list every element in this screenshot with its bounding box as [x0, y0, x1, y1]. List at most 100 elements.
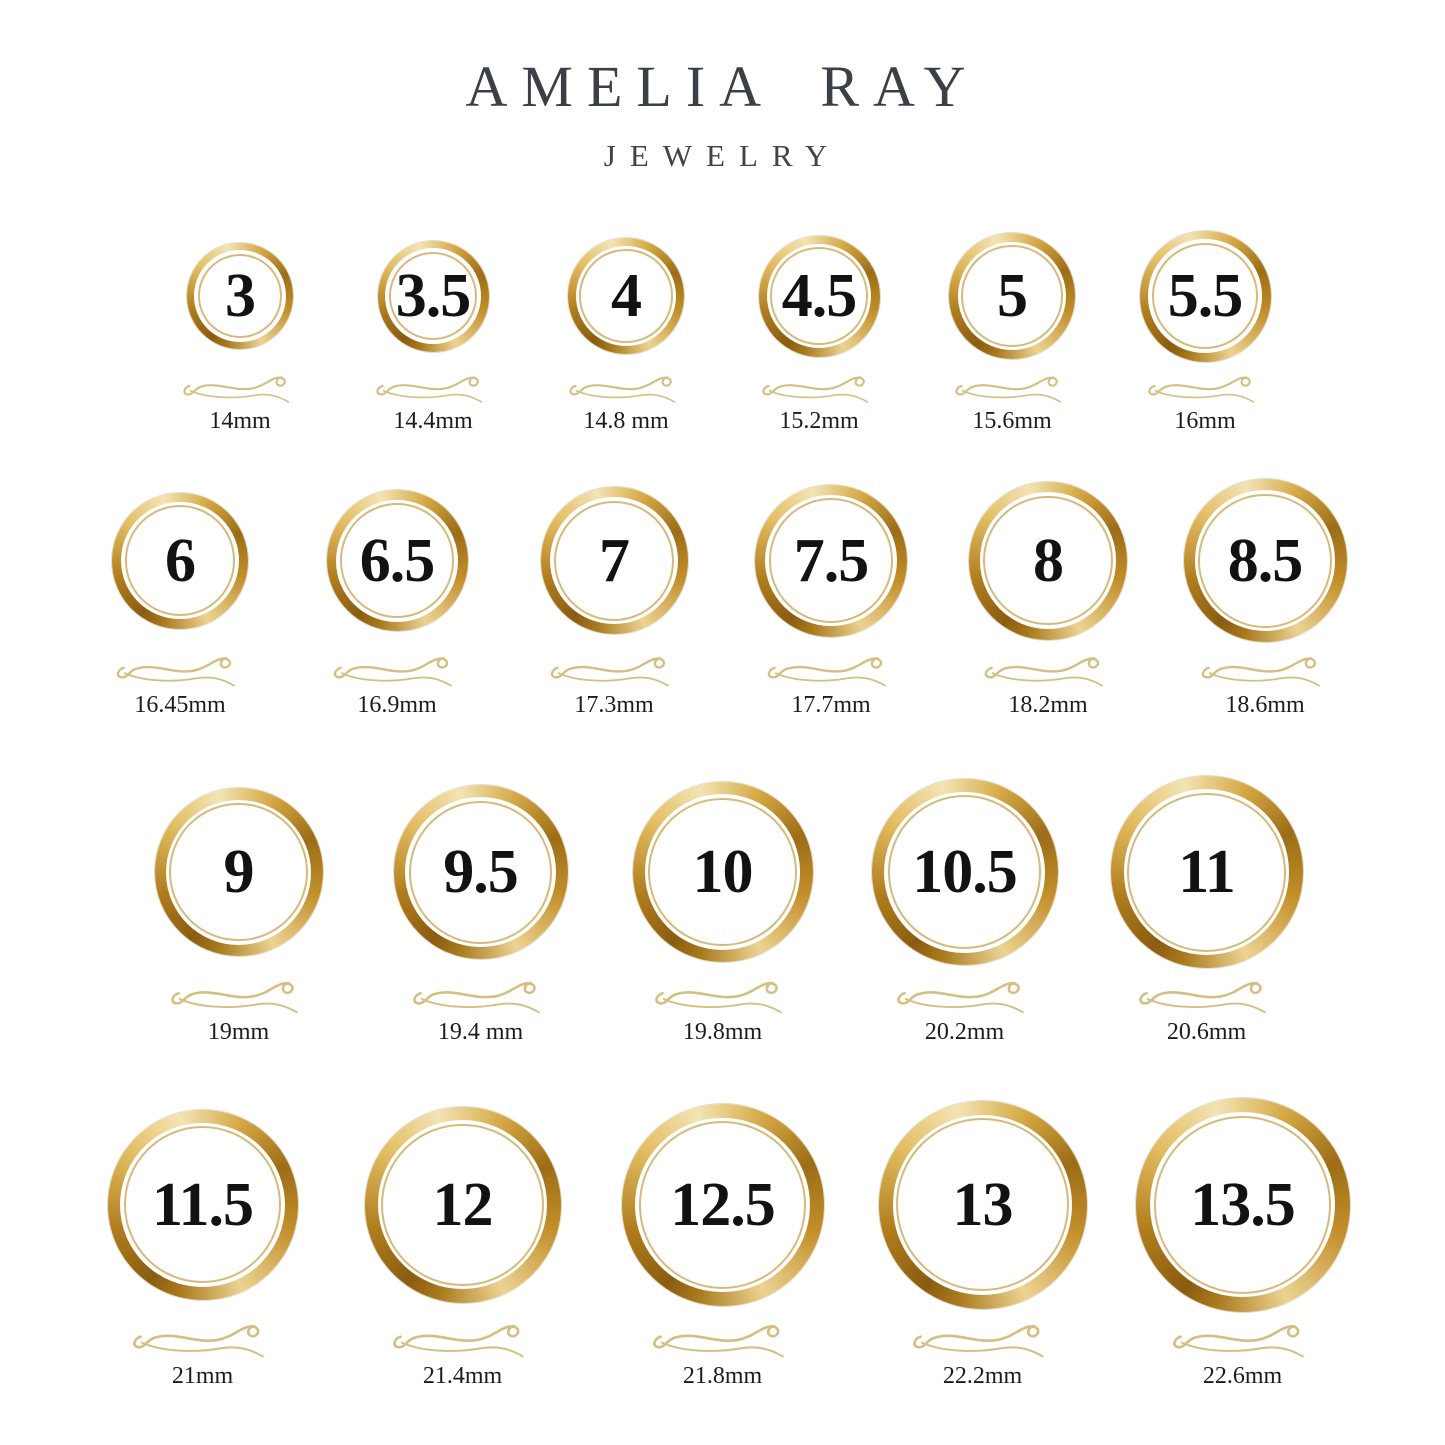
flourish-swash-icon: [1172, 1324, 1304, 1358]
ring-area: 12: [364, 1097, 561, 1313]
ring-area: 3: [187, 226, 293, 366]
ring-size-number: 4: [611, 262, 642, 330]
flourish-swash-icon: [412, 981, 540, 1014]
ring-size-cell: 3.5 14.4mm: [337, 226, 530, 436]
brand-subtitle: JEWELRY: [603, 138, 842, 173]
gold-ring-image: 13.5: [1135, 1097, 1350, 1312]
ring-size-number: 7: [599, 526, 630, 595]
ring-diameter-label: 15.6mm: [972, 408, 1052, 434]
flourish-swash-icon: [569, 376, 676, 403]
gold-ring-image: 4: [568, 238, 684, 354]
gold-ring-image: 8.5: [1183, 479, 1347, 643]
ring-area: 10.5: [871, 774, 1058, 970]
gold-ring-image: 6: [112, 492, 248, 629]
ring-size-cell: 13 22.2mm: [853, 1097, 1113, 1391]
ring-diameter-label: 16.45mm: [134, 691, 226, 718]
ring-size-chart: 3 14mm 3.5 14.4mm 4 14.8 m: [0, 226, 1445, 1390]
ring-row: 3 14mm 3.5 14.4mm 4 14.8 m: [0, 226, 1445, 436]
gold-ring-image: 7.5: [755, 484, 907, 637]
gold-ring-image: 9.5: [393, 785, 568, 960]
ring-size-number: 5: [997, 262, 1028, 330]
ring-size-number: 13.5: [1190, 1170, 1295, 1239]
ring-diameter-label: 18.6mm: [1225, 691, 1305, 718]
gold-ring-image: 5.5: [1139, 230, 1271, 362]
gold-ring-image: 12.5: [621, 1103, 824, 1306]
ring-diameter-label: 18.2mm: [1008, 691, 1088, 718]
ring-size-number: 12: [432, 1170, 494, 1239]
ring-size-number: 4.5: [781, 262, 857, 330]
ring-size-cell: 6 16.45mm: [72, 476, 289, 720]
gold-ring-image: 3: [187, 243, 293, 349]
flourish-swash-icon: [116, 656, 235, 687]
flourish-swash-icon: [1138, 981, 1266, 1014]
ring-diameter-label: 22.6mm: [1202, 1362, 1283, 1389]
ring-area: 8: [969, 476, 1127, 646]
ring-size-cell: 12.5 21.8mm: [593, 1097, 853, 1391]
ring-diameter-label: 21.8mm: [682, 1362, 763, 1389]
ring-area: 9.5: [393, 774, 568, 970]
ring-size-cell: 9 19mm: [118, 774, 360, 1047]
ring-size-cell: 8 18.2mm: [940, 476, 1157, 720]
ring-area: 7: [540, 476, 688, 646]
ring-area: 10: [632, 774, 813, 970]
ring-size-cell: 5 15.6mm: [916, 226, 1109, 436]
gold-ring-image: 5: [949, 233, 1075, 359]
flourish-swash-icon: [896, 981, 1024, 1014]
ring-size-cell: 13.5 22.6mm: [1113, 1097, 1373, 1391]
ring-size-number: 5.5: [1167, 262, 1243, 330]
ring-size-cell: 11 20.6mm: [1086, 774, 1328, 1047]
brand-title: AMELIA RAY: [465, 54, 980, 119]
flourish-swash-icon: [376, 376, 483, 403]
ring-area: 11.5: [107, 1097, 298, 1313]
ring-area: 4: [568, 226, 684, 366]
ring-diameter-label: 17.7mm: [791, 691, 871, 718]
ring-size-number: 8: [1033, 526, 1064, 595]
flourish-swash-icon: [333, 656, 452, 687]
flourish-swash-icon: [767, 656, 886, 687]
ring-diameter-label: 16.9mm: [357, 691, 437, 718]
flourish-swash-icon: [1148, 376, 1255, 403]
ring-area: 9: [154, 774, 323, 970]
ring-diameter-label: 15.2mm: [779, 408, 859, 434]
flourish-swash-icon: [912, 1324, 1044, 1358]
ring-diameter-label: 17.3mm: [574, 691, 654, 718]
ring-size-number: 6.5: [359, 526, 435, 595]
flourish-swash-icon: [654, 981, 782, 1014]
ring-size-number: 11.5: [151, 1170, 254, 1239]
ring-area: 7.5: [755, 476, 907, 646]
ring-diameter-label: 14mm: [209, 408, 271, 434]
ring-diameter-label: 19mm: [207, 1019, 270, 1046]
ring-size-cell: 7 17.3mm: [506, 476, 723, 720]
ring-diameter-label: 20.2mm: [924, 1019, 1005, 1046]
flourish-swash-icon: [170, 981, 298, 1014]
ring-diameter-label: 20.6mm: [1166, 1019, 1247, 1046]
ring-size-cell: 12 21.4mm: [333, 1097, 593, 1391]
ring-area: 3.5: [377, 226, 489, 366]
flourish-swash-icon: [550, 656, 669, 687]
ring-size-cell: 8.5 18.6mm: [1157, 476, 1374, 720]
gold-ring-image: 3.5: [377, 240, 489, 352]
ring-size-number: 7.5: [793, 526, 869, 595]
gold-ring-image: 4.5: [758, 235, 880, 357]
flourish-swash-icon: [1201, 656, 1320, 687]
flourish-swash-icon: [762, 376, 869, 403]
ring-size-cell: 7.5 17.7mm: [723, 476, 940, 720]
flourish-swash-icon: [955, 376, 1062, 403]
gold-ring-image: 13: [878, 1100, 1087, 1309]
ring-size-number: 9.5: [443, 838, 518, 907]
ring-size-cell: 5.5 16mm: [1109, 226, 1302, 436]
gold-ring-image: 8: [969, 481, 1127, 640]
ring-size-cell: 6.5 16.9mm: [289, 476, 506, 720]
gold-ring-image: 9: [154, 788, 323, 957]
flourish-swash-icon: [132, 1324, 264, 1358]
ring-area: 13.5: [1135, 1097, 1350, 1313]
ring-size-number: 10.5: [912, 838, 1017, 907]
ring-size-cell: 9.5 19.4 mm: [360, 774, 602, 1047]
ring-diameter-label: 14.8 mm: [583, 408, 669, 434]
ring-diameter-label: 19.4 mm: [437, 1019, 524, 1046]
ring-size-cell: 3 14mm: [144, 226, 337, 436]
ring-size-number: 6: [165, 526, 196, 595]
ring-area: 6.5: [326, 476, 468, 646]
ring-diameter-label: 21.4mm: [422, 1362, 503, 1389]
ring-diameter-label: 16mm: [1174, 408, 1236, 434]
